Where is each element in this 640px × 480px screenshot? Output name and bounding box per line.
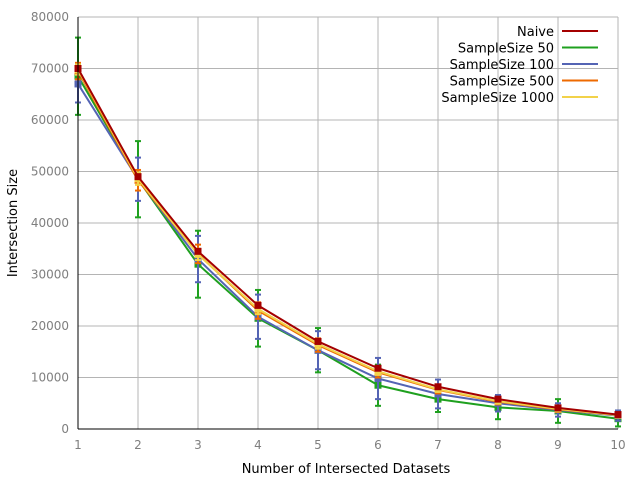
- x-tick-label: 2: [134, 438, 142, 452]
- axes: [77, 17, 618, 430]
- data-point-naive: [314, 337, 322, 345]
- x-axis-label: Number of Intersected Datasets: [242, 462, 451, 477]
- legend-label-samplesize-1000: SampleSize 1000: [441, 91, 554, 106]
- legend-label-samplesize-500: SampleSize 500: [450, 75, 554, 90]
- legend-label-naive: Naive: [517, 25, 554, 40]
- x-tick-label: 8: [494, 438, 502, 452]
- data-point-samplesize-1000: [254, 305, 262, 313]
- data-point-naive: [134, 173, 142, 181]
- y-tick-label: 30000: [31, 268, 69, 282]
- data-point-naive: [194, 247, 202, 255]
- x-tick-label: 3: [194, 438, 202, 452]
- data-point-naive: [614, 411, 622, 419]
- series-lines: [74, 36, 622, 428]
- y-tick-label: 60000: [31, 113, 69, 127]
- y-axis-ticks: 0 10000 20000 30000 40000 50000 60000 70000 8000…: [31, 10, 69, 436]
- x-tick-label: 4: [254, 438, 262, 452]
- y-tick-label: 0: [61, 422, 69, 436]
- y-tick-label: 50000: [31, 165, 69, 179]
- x-tick-label: 6: [374, 438, 382, 452]
- x-tick-label: 7: [434, 438, 442, 452]
- data-point-naive: [434, 383, 442, 391]
- x-tick-label: 10: [610, 438, 625, 452]
- data-point-naive: [494, 395, 502, 403]
- series-line-samplesize-1000: [77, 69, 619, 417]
- series-line-samplesize-50: [77, 75, 619, 420]
- x-tick-label: 9: [554, 438, 562, 452]
- y-tick-label: 40000: [31, 216, 69, 230]
- y-tick-label: 80000: [31, 10, 69, 24]
- data-point-naive: [374, 364, 382, 372]
- data-point-naive: [554, 404, 562, 412]
- y-tick-label: 70000: [31, 62, 69, 76]
- y-tick-label: 20000: [31, 319, 69, 333]
- y-tick-label: 10000: [31, 371, 69, 385]
- x-tick-label: 1: [74, 438, 82, 452]
- data-point-naive: [254, 301, 262, 309]
- series-line-samplesize-100: [77, 83, 619, 417]
- y-axis-label: Intersection Size: [6, 169, 21, 277]
- x-tick-label: 5: [314, 438, 322, 452]
- legend-label-samplesize-100: SampleSize 100: [450, 58, 554, 73]
- legend-label-samplesize-50: SampleSize 50: [458, 42, 554, 57]
- x-axis-ticks: 1 2 3 4 5 6 7 8 9 10: [74, 438, 625, 452]
- series-line-naive: [77, 68, 619, 416]
- data-point-samplesize-100: [374, 375, 382, 383]
